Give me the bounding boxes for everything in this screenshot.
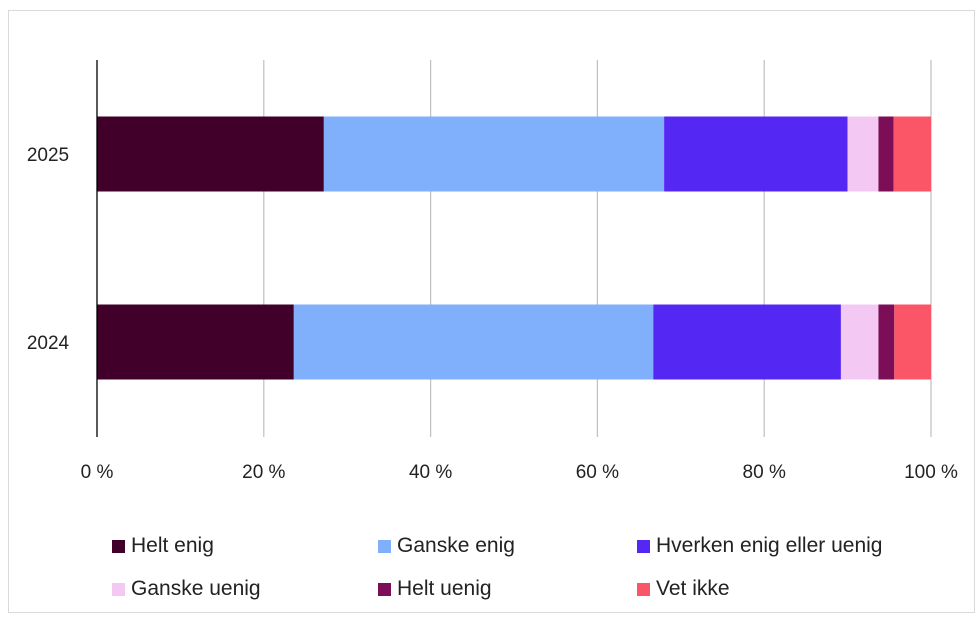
bar-2024-vet-ikke [894,304,931,380]
x-tick-labels: 0 % 20 % 40 % 60 % 80 % 100 % [81,462,958,483]
bar-2024-helt-enig [97,304,294,380]
x-tick-label: 60 % [576,462,619,483]
bar-2025-helt-uenig [878,116,894,192]
y-tick-labels: 2024 2025 [27,145,70,354]
bar-2025-hverken-enig-eller-uenig [664,116,848,192]
bar-2025-vet-ikke [893,116,931,192]
bar-2024-ganske-enig [293,304,654,380]
bar-2025-helt-enig [97,116,324,192]
x-tick-label: 40 % [409,462,452,483]
bar-2024-hverken-enig-eller-uenig [653,304,841,380]
x-tick-label: 20 % [242,462,285,483]
bar-2024-ganske-uenig [840,304,879,380]
x-tick-label: 80 % [743,462,786,483]
bar-2025-ganske-uenig [847,116,879,192]
x-tick-label: 100 % [904,462,958,483]
y-tick-label-2024: 2024 [27,333,70,354]
bar-2025-ganske-enig [323,116,665,192]
bar-2024-helt-uenig [878,304,895,380]
y-tick-label-2025: 2025 [27,145,69,166]
x-tick-label: 0 % [81,462,114,483]
bars [97,116,931,380]
